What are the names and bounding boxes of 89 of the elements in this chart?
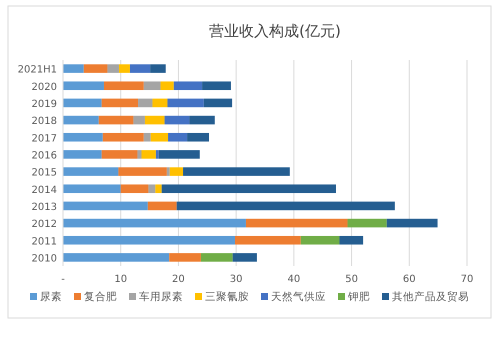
bar xyxy=(170,167,184,176)
legend-label: 钾肥 xyxy=(347,291,370,303)
y-tick-label: 2016 xyxy=(32,150,57,162)
y-tick-label: 2021H1 xyxy=(18,64,57,76)
bar xyxy=(176,202,395,210)
bar xyxy=(63,81,104,90)
bar xyxy=(168,132,188,142)
legend-label: 其他产品及贸易 xyxy=(392,290,469,303)
bar xyxy=(141,150,156,159)
bar xyxy=(158,150,200,159)
bar xyxy=(102,150,138,159)
bar xyxy=(348,218,387,228)
x-tick-label: - xyxy=(61,274,66,285)
bar xyxy=(166,167,170,176)
bar xyxy=(155,184,162,194)
y-tick-label: 2013 xyxy=(32,202,57,213)
bar xyxy=(63,236,235,245)
bar xyxy=(150,132,168,142)
y-tick-label: 2020 xyxy=(32,82,57,93)
bar xyxy=(202,81,231,90)
bar xyxy=(138,98,152,108)
bar xyxy=(156,150,159,159)
bar xyxy=(189,116,215,124)
bar xyxy=(63,218,246,228)
bar xyxy=(118,64,130,73)
bar xyxy=(152,98,168,108)
bar xyxy=(63,132,103,142)
bar xyxy=(63,184,121,194)
bar xyxy=(63,98,102,108)
legend-label: 车用尿素 xyxy=(139,290,183,303)
y-tick-label: 2010 xyxy=(32,253,57,264)
bar xyxy=(174,81,202,90)
bar xyxy=(148,202,177,210)
bar xyxy=(162,184,336,194)
bar xyxy=(63,253,170,262)
x-tick-label: 30 xyxy=(230,274,243,285)
bar xyxy=(63,116,99,124)
bar xyxy=(144,81,161,90)
bar xyxy=(120,184,148,194)
y-tick-label: 2011 xyxy=(32,236,57,248)
bar xyxy=(130,64,150,73)
x-tick-label: 40 xyxy=(287,274,300,285)
x-tick-label: 50 xyxy=(345,274,358,285)
bar xyxy=(246,218,348,228)
bar xyxy=(133,116,145,124)
y-tick-label: 2015 xyxy=(32,168,57,179)
bar xyxy=(204,98,232,108)
bar xyxy=(118,167,167,176)
bar xyxy=(200,253,233,262)
bar xyxy=(167,98,204,108)
bar xyxy=(386,218,438,228)
x-tick-label: 60 xyxy=(402,274,416,285)
y-tick-label: 2014 xyxy=(32,184,57,196)
legend-label: 复合肥 xyxy=(84,290,117,303)
y-tick-label: 2017 xyxy=(32,133,57,144)
bar xyxy=(164,116,190,124)
bar xyxy=(63,202,148,210)
x-tick-label: 10 xyxy=(114,274,128,285)
bar xyxy=(137,150,142,159)
bar xyxy=(183,167,290,176)
bar xyxy=(232,253,257,262)
bar xyxy=(144,132,151,142)
bar xyxy=(107,64,119,73)
bar xyxy=(300,236,340,245)
bar xyxy=(150,64,166,73)
y-tick-label: 2019 xyxy=(32,98,57,110)
legend-label: 尿素 xyxy=(40,290,62,303)
bar xyxy=(63,64,84,73)
chart-title: 营业收入构成(亿元) xyxy=(209,22,341,40)
bar xyxy=(187,132,210,142)
y-tick-label: 2012 xyxy=(32,219,57,230)
bar xyxy=(98,116,134,124)
bar xyxy=(63,167,118,176)
bar xyxy=(169,253,201,262)
bar xyxy=(144,116,165,124)
bar xyxy=(160,81,174,90)
bar xyxy=(339,236,364,245)
bar xyxy=(234,236,301,245)
bar xyxy=(63,150,102,159)
y-tick-label: 2018 xyxy=(32,116,57,128)
bar xyxy=(148,184,156,194)
bar xyxy=(84,64,108,73)
x-tick-label: 70 xyxy=(460,274,474,285)
bar xyxy=(102,132,144,142)
bar xyxy=(104,81,144,90)
x-tick-label: 20 xyxy=(172,274,185,285)
legend-label: 天然气供应 xyxy=(271,290,326,303)
legend-label: 三聚氰胺 xyxy=(205,290,249,303)
bar xyxy=(102,98,138,108)
